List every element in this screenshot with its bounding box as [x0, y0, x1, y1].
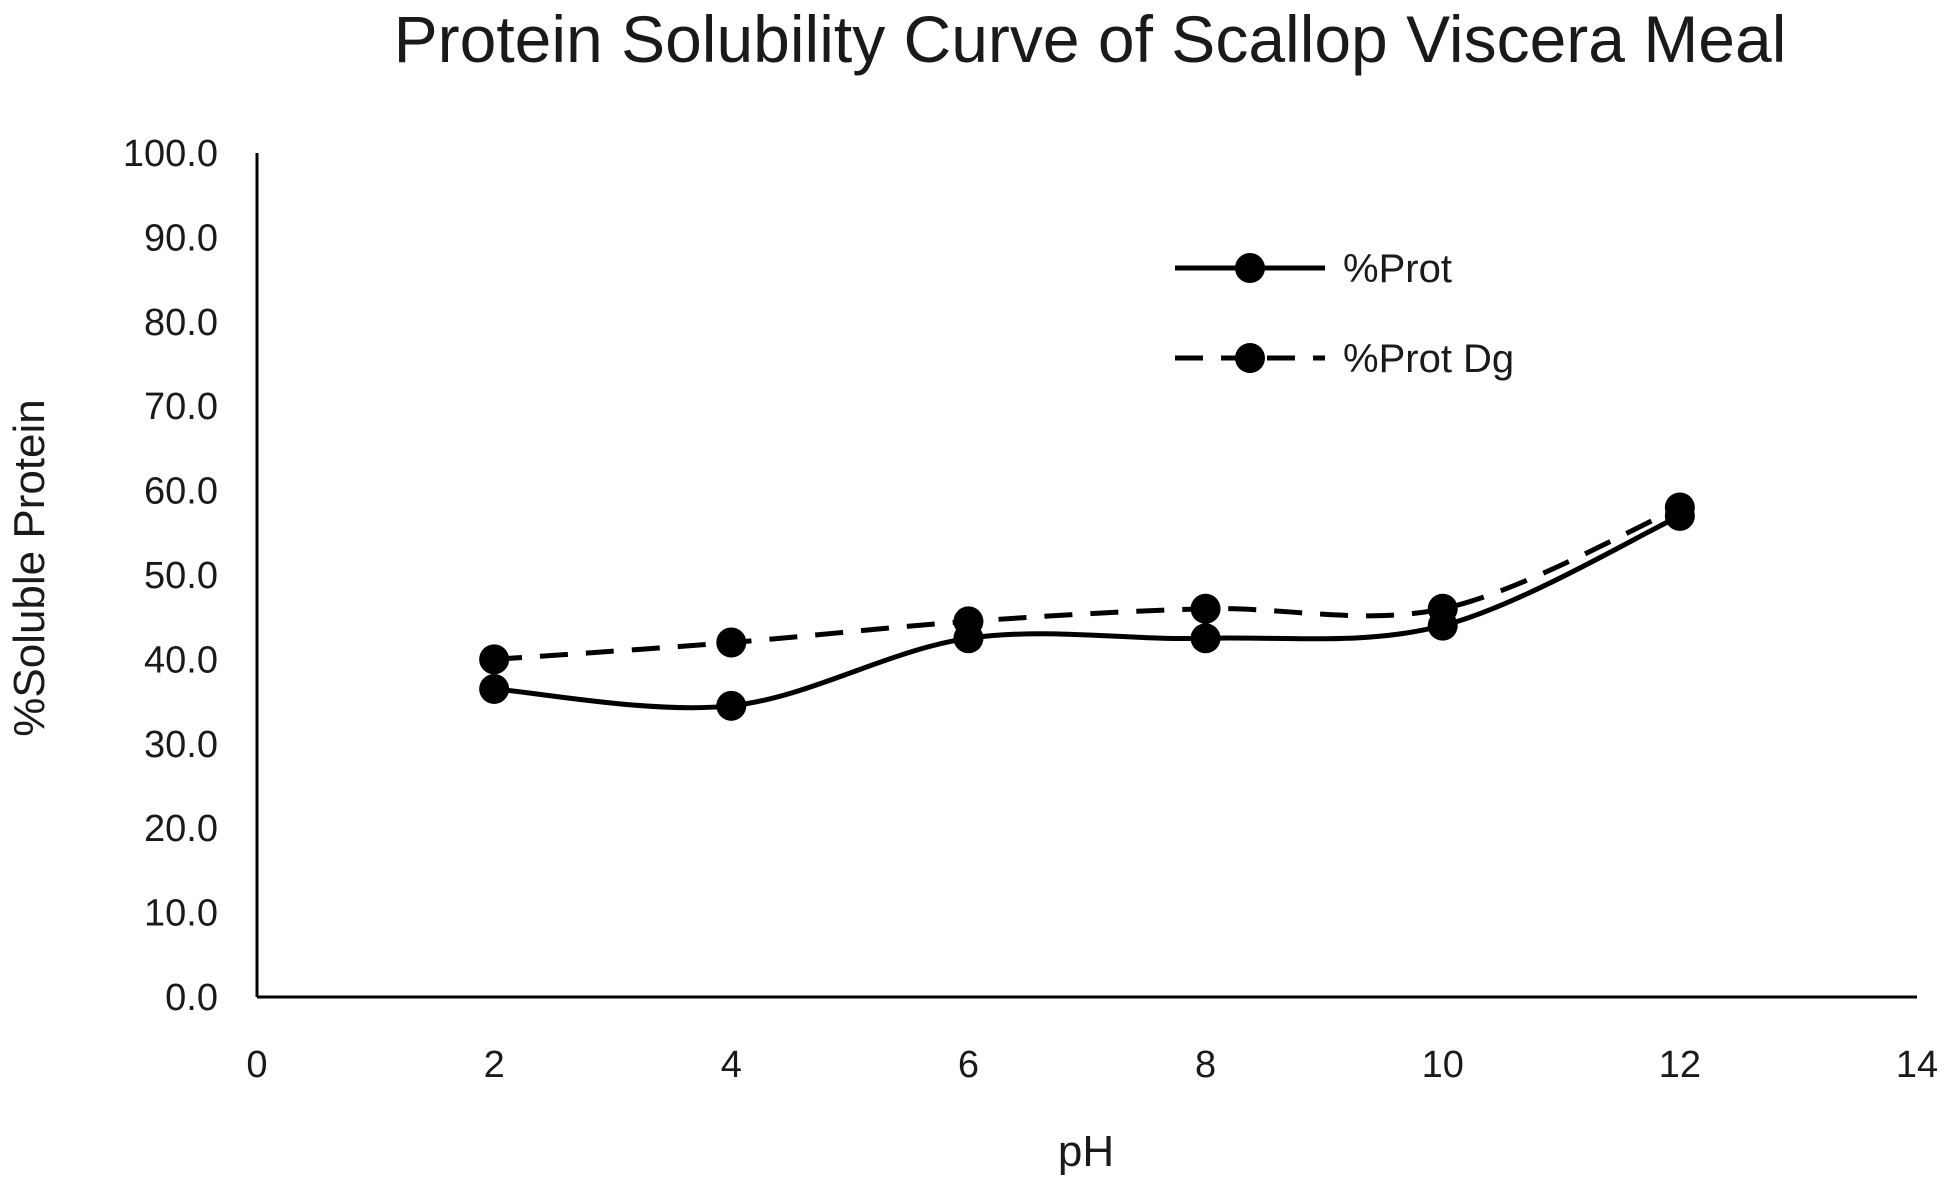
legend-marker-prot [1235, 253, 1265, 283]
y-axis-label: %Soluble Protein [5, 399, 54, 737]
chart-title: Protein Solubility Curve of Scallop Visc… [394, 2, 1787, 76]
x-tick-label: 14 [1896, 1044, 1938, 1086]
x-tick-label: 6 [958, 1044, 979, 1086]
data-point [716, 690, 747, 721]
x-axis-label: pH [1058, 1127, 1114, 1176]
y-tick-label: 90.0 [144, 217, 218, 259]
y-tick-label: 50.0 [144, 555, 218, 597]
legend: %Prot %Prot Dg [1175, 247, 1514, 381]
y-tick-label: 100.0 [123, 133, 218, 175]
series-prot-dg [479, 492, 1695, 675]
x-tick-label: 12 [1659, 1044, 1701, 1086]
series-line-prot [493, 513, 1681, 711]
legend-item-prot-dg: %Prot Dg [1175, 337, 1514, 381]
y-tick-label: 10.0 [144, 893, 218, 935]
y-axis-ticks: 0.0 10.0 20.0 30.0 40.0 50.0 60.0 70.0 80.0 90.0 1… [123, 133, 218, 1019]
y-tick-label: 0.0 [165, 977, 218, 1019]
data-point [479, 644, 510, 675]
data-point [1190, 593, 1221, 624]
x-tick-label: 10 [1422, 1044, 1464, 1086]
data-point [716, 627, 747, 658]
y-tick-label: 20.0 [144, 808, 218, 850]
data-point [1664, 492, 1695, 523]
x-tick-label: 8 [1195, 1044, 1216, 1086]
series-prot [479, 500, 1695, 721]
x-tick-label: 2 [484, 1044, 505, 1086]
legend-item-prot: %Prot [1175, 247, 1452, 291]
y-tick-label: 80.0 [144, 302, 218, 344]
data-point [1190, 623, 1221, 654]
x-tick-label: 0 [246, 1044, 267, 1086]
data-point [1427, 593, 1458, 624]
data-point [479, 673, 510, 704]
x-tick-label: 4 [721, 1044, 742, 1086]
x-axis-ticks: 0 2 4 6 8 10 12 14 [246, 1044, 1938, 1086]
y-tick-label: 70.0 [144, 386, 218, 428]
series-line-prot-dg [493, 505, 1681, 662]
legend-label-prot: %Prot [1343, 247, 1452, 291]
data-point [953, 606, 984, 637]
y-tick-label: 40.0 [144, 639, 218, 681]
legend-label-prot-dg: %Prot Dg [1343, 337, 1514, 381]
series-layer [479, 492, 1695, 721]
legend-marker-prot-dg [1235, 343, 1265, 373]
y-tick-label: 60.0 [144, 471, 218, 513]
y-tick-label: 30.0 [144, 724, 218, 766]
